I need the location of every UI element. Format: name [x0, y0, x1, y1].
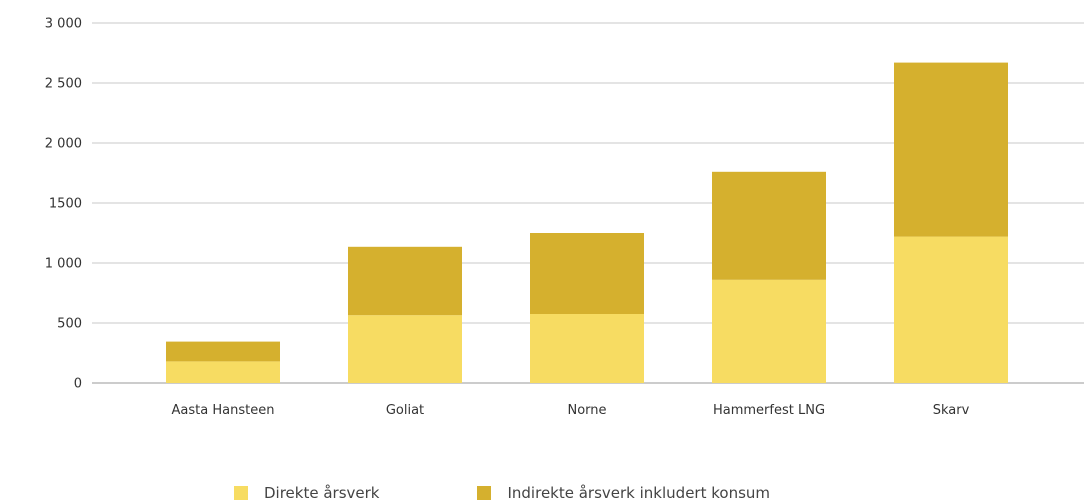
chart-plot: 0 500 1 000 1500 2 000 2 500 3 000 Aasta Hanst…: [45, 17, 1084, 418]
y-tick-label: 3 000: [45, 17, 82, 32]
y-tick-label: 1500: [49, 197, 82, 212]
bar-indirect: [348, 246, 462, 316]
x-axis-labels: Aasta Hansteen Goliat Norne Hammerfest LNG S…: [172, 403, 970, 418]
legend-item-indirect: Indirekte årsverk inkludert konsum: [477, 484, 770, 502]
bar-direct: [712, 279, 826, 383]
y-tick-label: 2 500: [45, 77, 82, 92]
y-tick-label: 0: [74, 377, 82, 392]
bar-indirect: [166, 341, 280, 362]
x-category-label: Goliat: [386, 403, 424, 418]
bar-direct: [894, 236, 1008, 383]
x-category-label: Skarv: [933, 403, 970, 418]
bar-direct: [166, 361, 280, 383]
bar-direct: [530, 314, 644, 383]
legend-swatch-direct: [234, 486, 248, 500]
x-category-label: Hammerfest LNG: [713, 403, 825, 418]
legend-item-direct: Direkte årsverk: [234, 484, 379, 502]
y-tick-label: 500: [57, 317, 82, 332]
legend: Direkte årsverk Indirekte årsverk inklud…: [234, 482, 770, 504]
legend-label-indirect: Indirekte årsverk inkludert konsum: [507, 484, 771, 502]
bar-indirect: [894, 62, 1008, 237]
legend-label-direct: Direkte årsverk: [264, 484, 380, 502]
bar-indirect: [530, 233, 644, 314]
x-category-label: Norne: [567, 403, 606, 418]
y-tick-label: 1 000: [45, 257, 82, 272]
x-category-label: Aasta Hansteen: [172, 403, 275, 418]
legend-swatch-indirect: [477, 486, 492, 500]
bars: [166, 62, 1008, 383]
y-axis-ticks: 0 500 1 000 1500 2 000 2 500 3 000: [45, 17, 82, 392]
y-tick-label: 2 000: [45, 137, 82, 152]
bar-indirect: [712, 171, 826, 280]
bar-direct: [348, 315, 462, 383]
